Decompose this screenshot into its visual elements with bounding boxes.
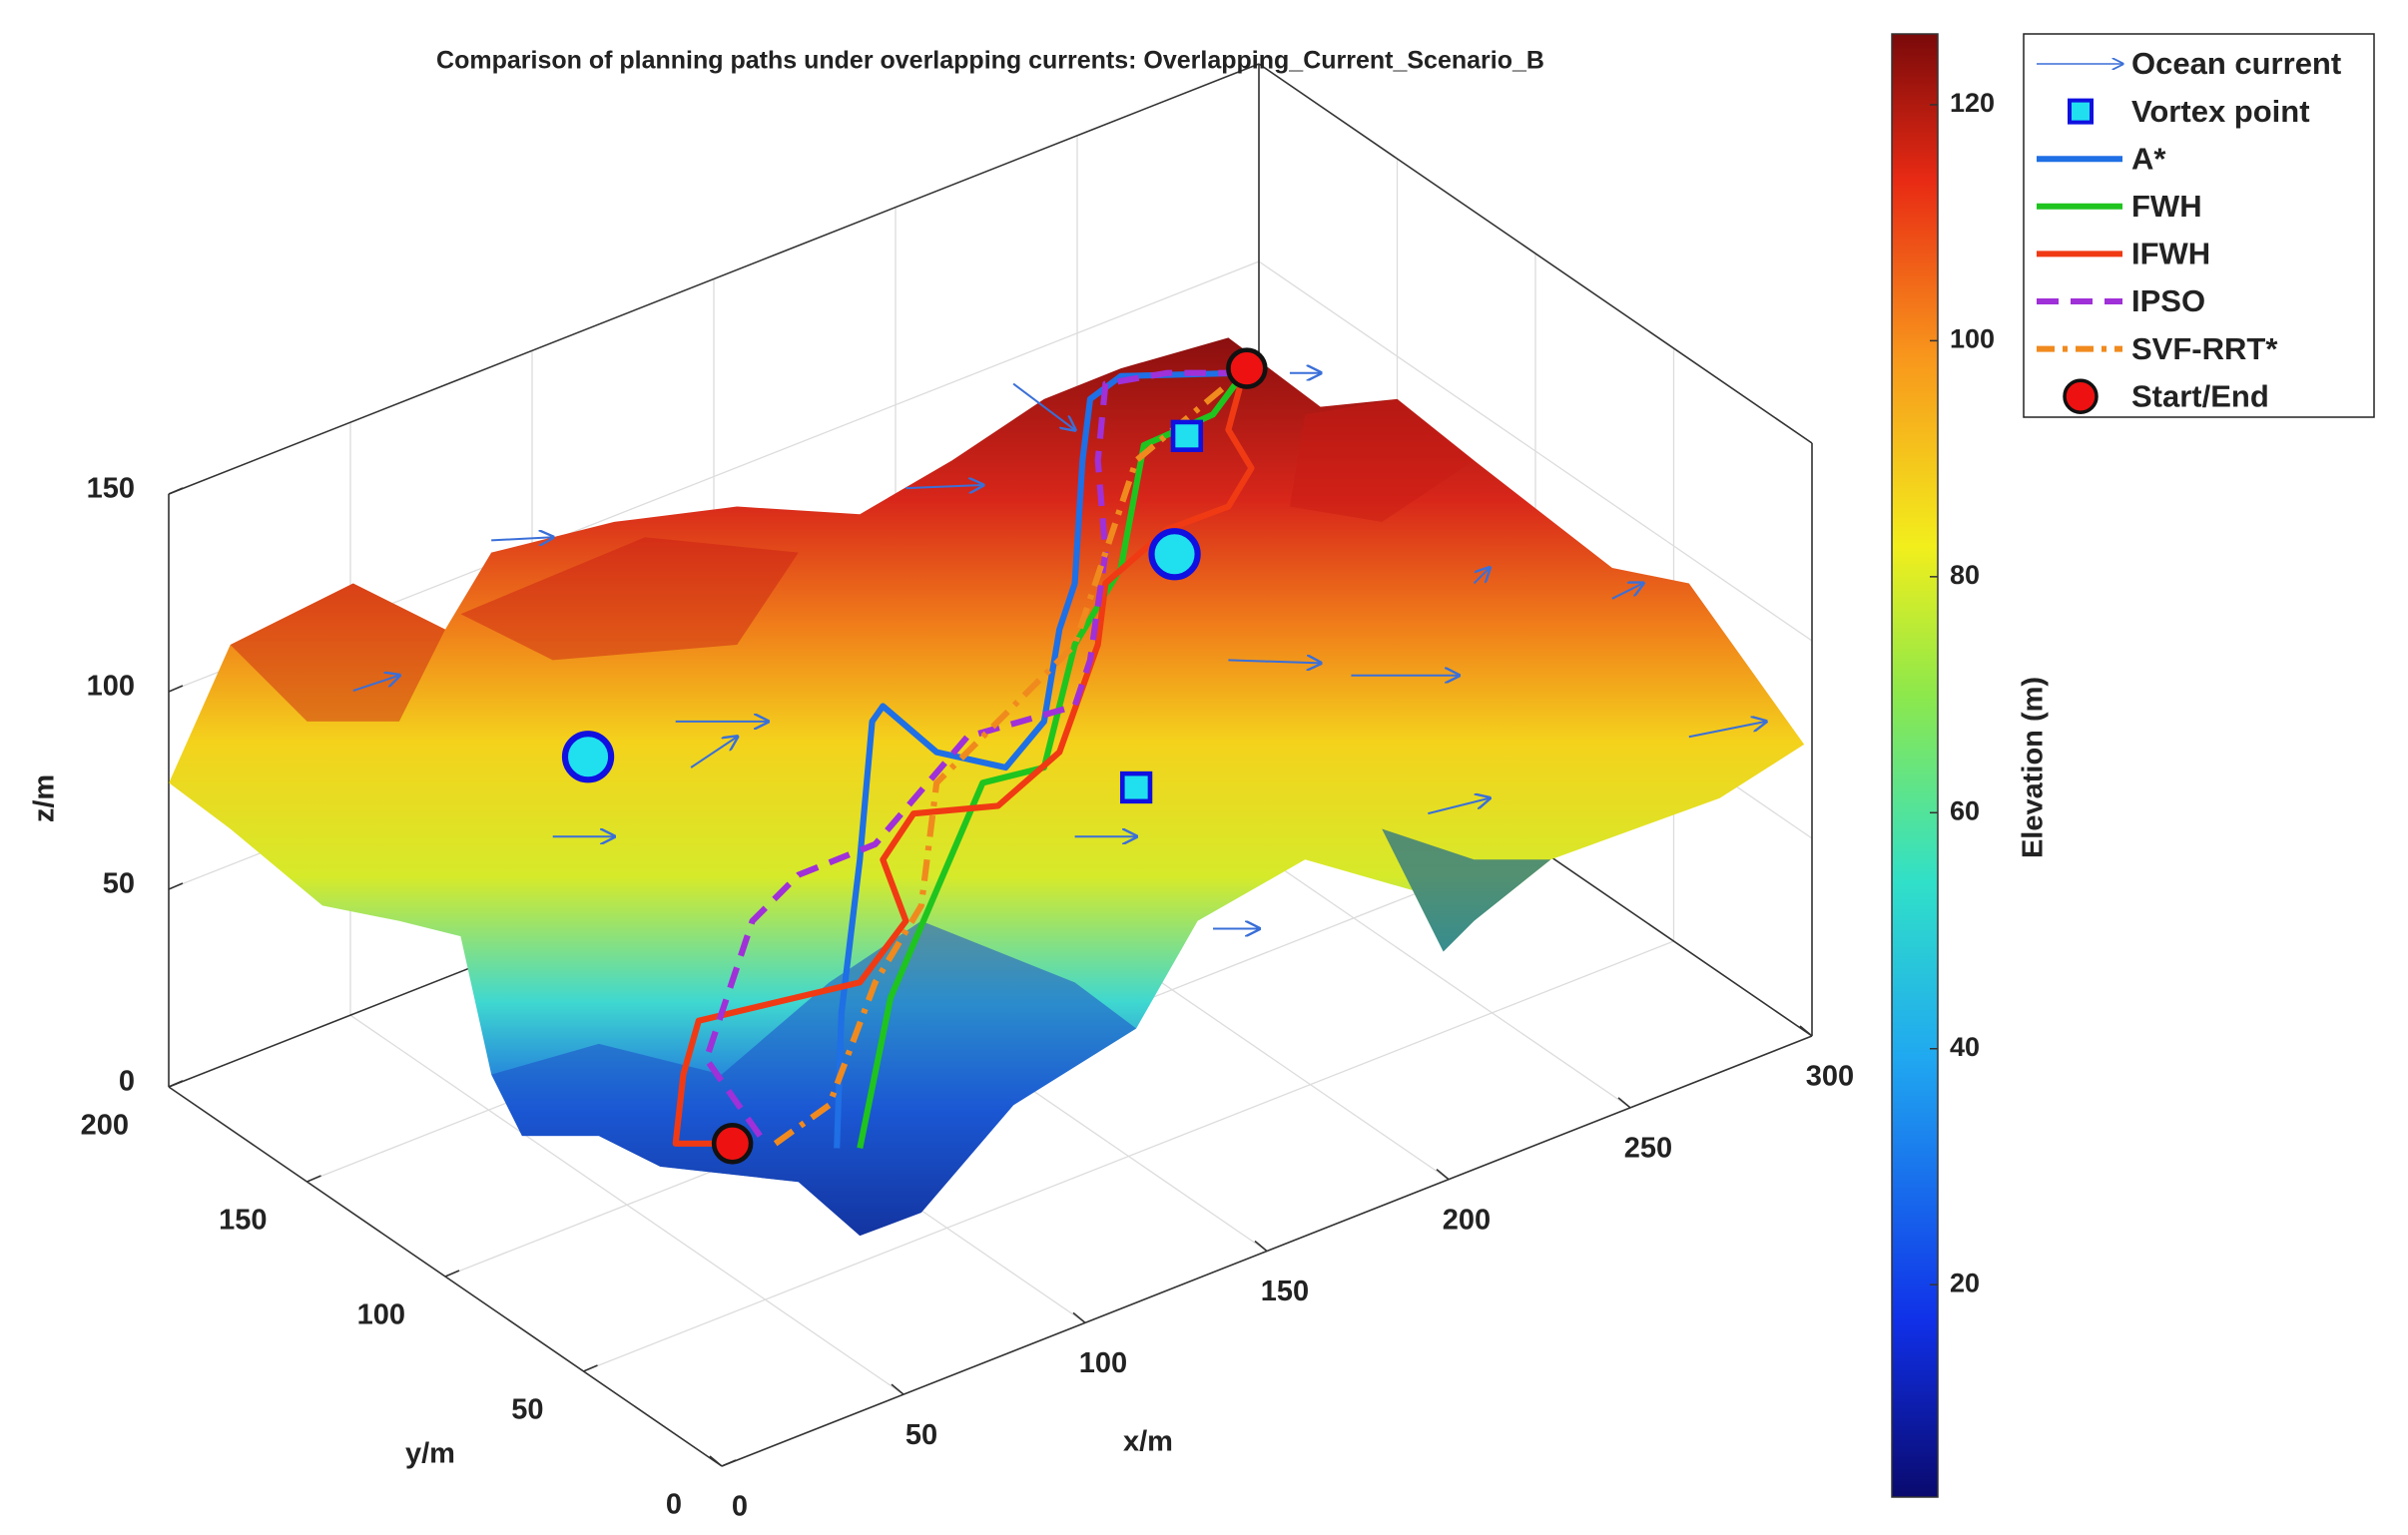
z-tick-label: 0 bbox=[119, 1066, 135, 1098]
x-tick bbox=[1617, 1097, 1631, 1109]
x-tick-label: 150 bbox=[1261, 1276, 1309, 1307]
axis-line bbox=[168, 63, 1260, 495]
legend-label: FWH bbox=[2131, 189, 2202, 224]
colorbar-tick-label: 100 bbox=[1950, 324, 1995, 354]
grid-line bbox=[1258, 260, 1813, 642]
legend-label: IFWH bbox=[2131, 237, 2210, 271]
z-tick bbox=[168, 882, 184, 890]
z-tick bbox=[168, 487, 184, 495]
surface bbox=[169, 337, 1805, 1237]
x-tick-label: 300 bbox=[1806, 1061, 1854, 1093]
chart-title: Comparison of planning paths under overl… bbox=[436, 47, 1544, 75]
z-tick-label: 150 bbox=[87, 473, 135, 505]
x-tick-label: 200 bbox=[1443, 1204, 1491, 1236]
colorbar-tick-label: 20 bbox=[1950, 1268, 1980, 1297]
x-tick bbox=[1436, 1169, 1450, 1181]
legend-label: Start/End bbox=[2131, 378, 2269, 413]
z-axis-label: z/m bbox=[29, 774, 61, 822]
y-axis-label: y/m bbox=[405, 1438, 455, 1470]
axis-line bbox=[1258, 63, 1813, 444]
colorbar-tick-label: 120 bbox=[1950, 88, 1995, 118]
colorbar-tick-label: 60 bbox=[1950, 795, 1980, 825]
grid-line bbox=[583, 940, 1674, 1372]
z-tick-label: 100 bbox=[87, 671, 135, 703]
y-tick-label: 150 bbox=[219, 1205, 267, 1237]
x-tick-label: 250 bbox=[1624, 1132, 1672, 1164]
y-tick-label: 200 bbox=[81, 1110, 129, 1142]
y-tick bbox=[306, 1175, 321, 1183]
y-tick bbox=[444, 1270, 460, 1278]
x-tick bbox=[1254, 1240, 1268, 1253]
z-tick-label: 50 bbox=[103, 868, 135, 900]
legend-label: A* bbox=[2131, 141, 2166, 176]
colorbar bbox=[1891, 33, 1939, 1498]
legend-label: SVF-RRT* bbox=[2131, 331, 2278, 366]
legend-label: Vortex point bbox=[2131, 94, 2310, 129]
x-axis-label: x/m bbox=[1123, 1426, 1173, 1458]
x-tick bbox=[1799, 1025, 1813, 1037]
colorbar-label: Elevation (m) bbox=[2018, 677, 2050, 858]
x-tick bbox=[709, 1455, 723, 1467]
legend-marker bbox=[2068, 98, 2094, 125]
legend-label: IPSO bbox=[2131, 283, 2205, 318]
legend bbox=[2023, 33, 2375, 418]
y-tick-label: 100 bbox=[357, 1299, 405, 1331]
x-tick bbox=[1072, 1311, 1086, 1323]
z-tick bbox=[168, 685, 184, 693]
y-tick bbox=[721, 1459, 737, 1467]
z-tick bbox=[168, 1080, 184, 1088]
legend-label: Ocean current bbox=[2131, 46, 2341, 81]
colorbar-tick-label: 80 bbox=[1950, 560, 1980, 590]
x-tick-label: 100 bbox=[1079, 1347, 1127, 1379]
x-tick-label: 50 bbox=[905, 1419, 937, 1451]
y-tick-label: 0 bbox=[666, 1489, 682, 1521]
x-tick bbox=[891, 1383, 904, 1395]
y-tick bbox=[583, 1364, 598, 1372]
colorbar-tick-label: 40 bbox=[1950, 1032, 1980, 1062]
legend-marker bbox=[2063, 378, 2099, 414]
x-tick-label: 0 bbox=[732, 1491, 748, 1523]
y-tick-label: 50 bbox=[511, 1394, 543, 1426]
